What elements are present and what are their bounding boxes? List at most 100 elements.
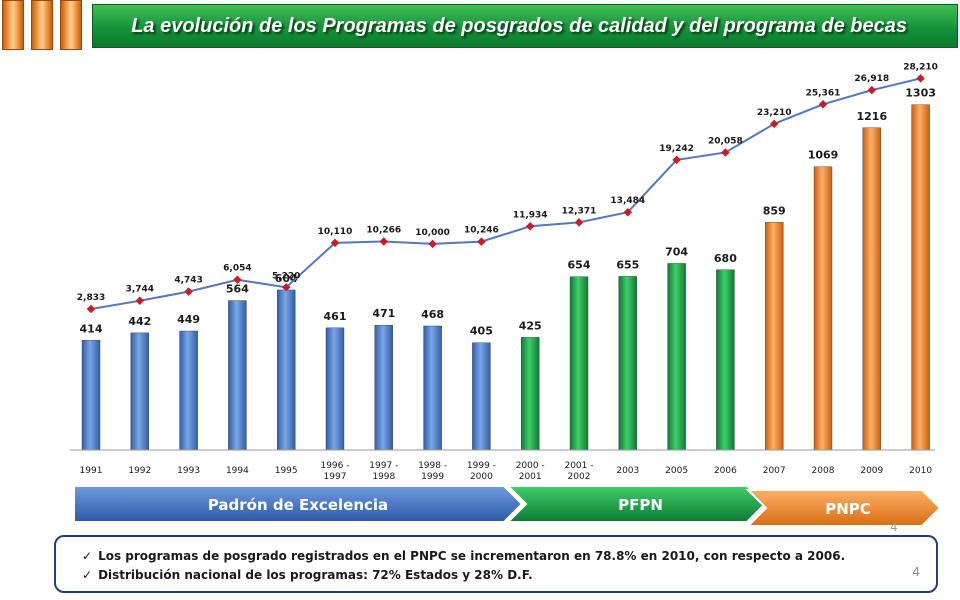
line-point-17 <box>916 74 925 83</box>
bar-17 <box>911 104 930 451</box>
x-tick-label: 2006 <box>714 466 737 476</box>
x-tick-label: 1992 <box>128 466 151 476</box>
x-tick-label: 1998 <box>372 472 395 482</box>
line-value-label: 5,220 <box>272 271 300 281</box>
bar-13 <box>716 269 735 451</box>
line-point-5 <box>330 238 340 248</box>
x-tick-label: 1997 <box>324 472 347 482</box>
ghost-page-number: 4 <box>890 520 898 534</box>
page-number: 4 <box>912 565 920 579</box>
x-tick-label: 1995 <box>275 466 298 476</box>
line-value-label: 26,918 <box>854 74 889 84</box>
line-value-label: 19,242 <box>659 144 694 154</box>
phase-arrow-2 <box>745 489 942 527</box>
bar-value-label: 449 <box>177 313 200 326</box>
x-tick-label: 1999 - <box>467 461 496 471</box>
line-point-13 <box>721 148 730 157</box>
bar-14 <box>765 222 784 451</box>
line-point-16 <box>867 85 877 95</box>
bar-value-label: 405 <box>470 325 493 338</box>
x-tick-label: 1993 <box>177 466 200 476</box>
bar-7 <box>423 325 442 451</box>
line-point-8 <box>477 237 486 246</box>
line-point-2 <box>184 287 193 296</box>
line-value-label: 10,246 <box>464 226 499 236</box>
x-tick-label: 2003 <box>616 466 639 476</box>
note-text: Distribución nacional de los programas: … <box>98 568 533 582</box>
line-point-7 <box>428 239 437 249</box>
x-tick-label: 1991 <box>80 466 103 476</box>
x-tick-label: 1998 - <box>418 461 447 471</box>
bar-8 <box>472 342 491 451</box>
x-tick-label: 2000 <box>470 472 493 482</box>
x-tick-label: 2001 <box>519 472 542 482</box>
bar-1 <box>130 332 150 451</box>
phase-label: Padrón de Excelencia <box>208 496 388 514</box>
line-value-label: 20,058 <box>708 136 743 146</box>
note-item: ✓ Los programas de posgrado registrados e… <box>82 549 845 563</box>
bar-value-label: 654 <box>568 259 591 272</box>
bar-value-label: 655 <box>616 258 639 271</box>
bar-value-label: 414 <box>80 322 103 335</box>
x-tick-label: 2010 <box>909 466 932 476</box>
bar-6 <box>374 324 393 451</box>
bar-value-label: 468 <box>421 308 444 321</box>
line-value-label: 12,371 <box>562 206 597 216</box>
bar-9 <box>521 337 540 451</box>
line-point-6 <box>379 237 389 246</box>
phase-arrow-0 <box>73 485 524 523</box>
line-value-label: 10,266 <box>366 225 401 235</box>
x-tick-label: 1999 <box>421 472 444 482</box>
page-title: La evolución de los Programas de posgrad… <box>131 14 907 37</box>
x-tick-label: 1994 <box>226 466 249 476</box>
bar-value-label: 1216 <box>856 110 887 123</box>
line-layer: 2,833 3,744 4,743 6,054 5,220 10,110 10,266 10,… <box>77 62 938 314</box>
title-banner: La evolución de los Programas de posgrad… <box>92 4 958 48</box>
checkmark-icon: ✓ <box>82 549 93 563</box>
bar-value-label: 1303 <box>905 87 936 100</box>
bar-3 <box>228 300 247 451</box>
checkmark-icon: ✓ <box>82 568 93 582</box>
phase-arrow-1 <box>505 485 767 523</box>
line-point-4 <box>281 283 291 292</box>
bar-value-label: 425 <box>519 319 542 332</box>
x-tick-label: 2000 - <box>516 461 545 471</box>
line-value-label: 25,361 <box>806 88 841 98</box>
line-value-label: 13,484 <box>610 196 645 206</box>
line-point-0 <box>86 304 96 314</box>
bar-15 <box>813 166 833 451</box>
line-value-label: 11,934 <box>513 210 548 220</box>
note-text: Los programas de posgrado registrados en… <box>98 549 846 563</box>
bar-value-label: 564 <box>226 283 249 296</box>
bar-value-label: 680 <box>714 252 737 265</box>
line-value-label: 3,744 <box>126 285 154 295</box>
x-tick-label: 2007 <box>763 466 786 476</box>
line-point-15 <box>818 100 828 109</box>
line-point-3 <box>233 275 242 284</box>
bar-0 <box>81 340 101 451</box>
x-tick-label: 1997 - <box>369 461 398 471</box>
line-point-1 <box>135 296 145 305</box>
phase-label: PNPC <box>825 500 871 518</box>
bar-4 <box>277 289 296 451</box>
bar-value-label: 859 <box>763 204 786 217</box>
line-value-label: 6,054 <box>223 264 251 274</box>
x-tick-label: 2001 - <box>564 461 593 471</box>
line-value-label: 2,833 <box>77 293 105 303</box>
bar-5 <box>325 327 345 451</box>
line-value-label: 28,210 <box>903 62 938 72</box>
decorative-bar-2 <box>31 0 53 50</box>
bar-value-label: 442 <box>128 315 151 328</box>
line-point-10 <box>574 218 584 227</box>
bar-value-label: 471 <box>372 307 395 320</box>
line-value-label: 10,110 <box>318 227 353 237</box>
x-tick-label: 2009 <box>860 466 883 476</box>
line-value-label: 23,210 <box>757 108 792 118</box>
x-tick-label: 1996 - <box>320 461 349 471</box>
phase-arrows: Padrón de Excelencia PFPN PNPC <box>73 485 942 527</box>
line-value-label: 10,000 <box>415 228 450 238</box>
bar-16 <box>862 127 881 451</box>
